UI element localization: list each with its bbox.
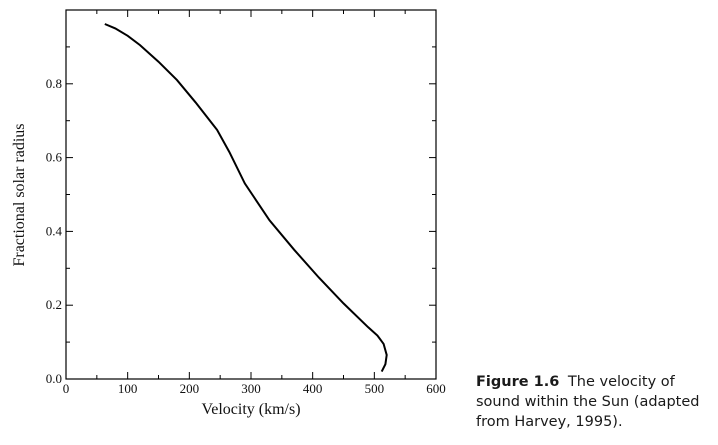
x-tick-label: 500 <box>365 381 385 396</box>
y-axis-label: Fractional solar radius <box>11 123 28 266</box>
x-tick-label: 600 <box>426 381 446 396</box>
figure-caption-text: The velocity of sound within the Sun (ad… <box>476 374 700 430</box>
x-tick-label: 300 <box>241 381 261 396</box>
x-tick-label: 100 <box>118 381 138 396</box>
y-tick-label: 0.4 <box>46 223 63 238</box>
x-tick-label: 200 <box>180 381 200 396</box>
x-tick-label: 400 <box>303 381 323 396</box>
y-tick-label: 0.2 <box>46 297 62 312</box>
figure-caption: Figure 1.6 The velocity of sound within … <box>476 372 716 432</box>
axis-ticks <box>65 10 437 380</box>
x-tick-label: 0 <box>63 381 70 396</box>
plot-frame <box>65 9 437 380</box>
figure-number: Figure 1.6 <box>476 374 560 390</box>
x-axis-label: Velocity (km/s) <box>201 401 300 418</box>
y-tick-label: 0.0 <box>46 371 62 386</box>
sound-velocity-line <box>104 23 388 373</box>
y-tick-label: 0.6 <box>46 150 63 165</box>
tick-labels: 0 100 200 300 400 500 600 0.0 0.2 0.4 0.6 0.8 <box>46 76 446 396</box>
y-tick-label: 0.8 <box>46 76 62 91</box>
